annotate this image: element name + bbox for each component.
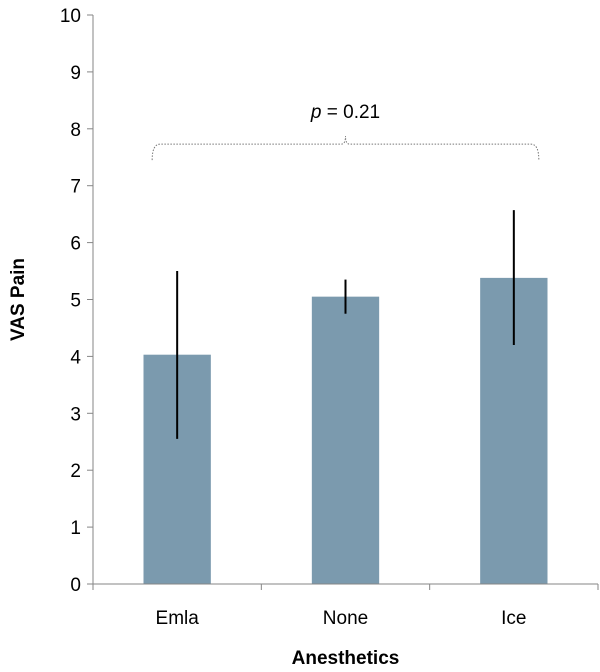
p-value-text: = 0.21 [321, 102, 380, 123]
x-axis-ticks: Emla None Ice [92, 584, 599, 629]
y-tick-label: 10 [60, 6, 81, 27]
y-tick-label: 4 [70, 347, 81, 368]
y-axis-title: VAS Pain [8, 258, 29, 341]
error-bars [176, 210, 515, 439]
x-tick-label: Emla [156, 608, 200, 629]
y-tick-label: 5 [70, 291, 81, 312]
y-axis-ticks: 0 1 2 3 4 5 6 7 8 9 10 [60, 6, 93, 596]
y-tick-label: 9 [70, 63, 81, 84]
x-axis-title: Anesthetics [292, 648, 400, 669]
y-tick-label: 7 [70, 177, 81, 198]
y-tick-label: 6 [70, 234, 81, 255]
significance-bracket [151, 136, 540, 161]
x-tick-label: Ice [501, 608, 526, 629]
y-tick-label: 1 [70, 518, 81, 539]
p-value-symbol: p [310, 102, 322, 123]
bar-none [311, 296, 380, 584]
x-tick-label: None [323, 608, 368, 629]
y-tick-label: 2 [70, 461, 81, 482]
y-tick-label: 0 [70, 575, 81, 596]
p-value-annotation: p = 0.21 [310, 102, 380, 123]
y-tick-label: 3 [70, 404, 81, 425]
bars [143, 277, 548, 584]
y-tick-label: 8 [70, 120, 81, 141]
